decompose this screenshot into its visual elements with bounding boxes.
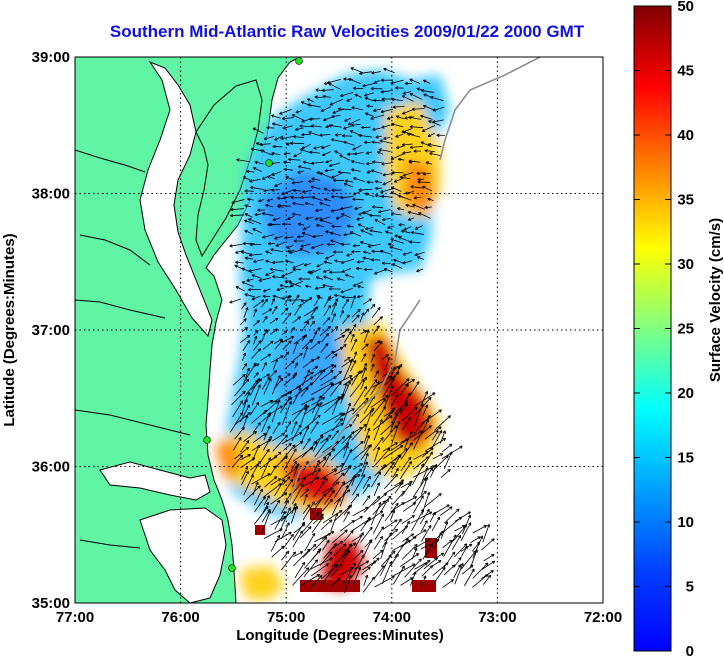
map-title: Southern Mid-Atlantic Raw Velocities 200… [109, 22, 585, 41]
river-2 [75, 409, 191, 549]
colorbar-tick-label: 35 [677, 192, 694, 209]
longitude-ticks: 77:00 76:00 75:00 74:00 73:00 72:00 [56, 609, 622, 626]
plot-frame [74, 56, 604, 604]
map-grid [75, 57, 603, 603]
longitude-tick-label: 73:00 [478, 609, 516, 626]
y-axis-label: Latitude (Degrees:Minutes) [1, 233, 18, 426]
station-marker [265, 159, 273, 167]
colorbar-tick-label: 15 [677, 450, 694, 467]
high-velocity-cells [255, 508, 437, 592]
colorbar-tick-label: 50 [677, 0, 694, 15]
latitude-tick-label: 39:00 [32, 49, 70, 66]
longitude-tick-label: 72:00 [584, 609, 622, 626]
station-marker [203, 436, 211, 444]
colorbar-tick-label: 0 [686, 643, 694, 659]
radar-stations [203, 57, 303, 572]
latitude-ticks: 35:00 36:00 37:00 38:00 39:00 [32, 49, 70, 612]
colorbar-tick-label: 10 [677, 514, 694, 531]
station-marker [228, 564, 236, 572]
longitude-tick-label: 76:00 [161, 609, 199, 626]
colorbar-tick-label: 20 [677, 385, 694, 402]
chesapeake-bay [139, 60, 213, 338]
pamlico-sound [139, 507, 227, 603]
colorbar-ticks: 0 5 10 15 20 25 30 35 40 45 50 [634, 0, 694, 659]
longitude-tick-label: 77:00 [56, 609, 94, 626]
latitude-tick-label: 35:00 [32, 595, 70, 612]
delmarva-shore [195, 79, 263, 258]
station-marker [295, 57, 303, 65]
latitude-tick-label: 38:00 [32, 186, 70, 203]
longitude-tick-label: 74:00 [373, 609, 411, 626]
colorbar [633, 5, 672, 652]
colorbar-tick-label: 25 [677, 321, 694, 338]
latitude-tick-label: 37:00 [32, 322, 70, 339]
colorbar-tick-label: 45 [677, 63, 694, 80]
colorbar-tick-label: 30 [677, 256, 694, 273]
colorbar-tick-label: 40 [677, 127, 694, 144]
albemarle-sound [99, 461, 211, 501]
colorbar-label: Surface Velocity (cm/s) [707, 218, 724, 382]
river-1 [75, 149, 166, 319]
velocity-vectors [229, 67, 496, 594]
colorbar-tick-label: 5 [686, 579, 694, 596]
longitude-tick-label: 75:00 [267, 609, 305, 626]
latitude-tick-label: 36:00 [32, 459, 70, 476]
x-axis-label: Longitude (Degrees:Minutes) [236, 627, 444, 644]
